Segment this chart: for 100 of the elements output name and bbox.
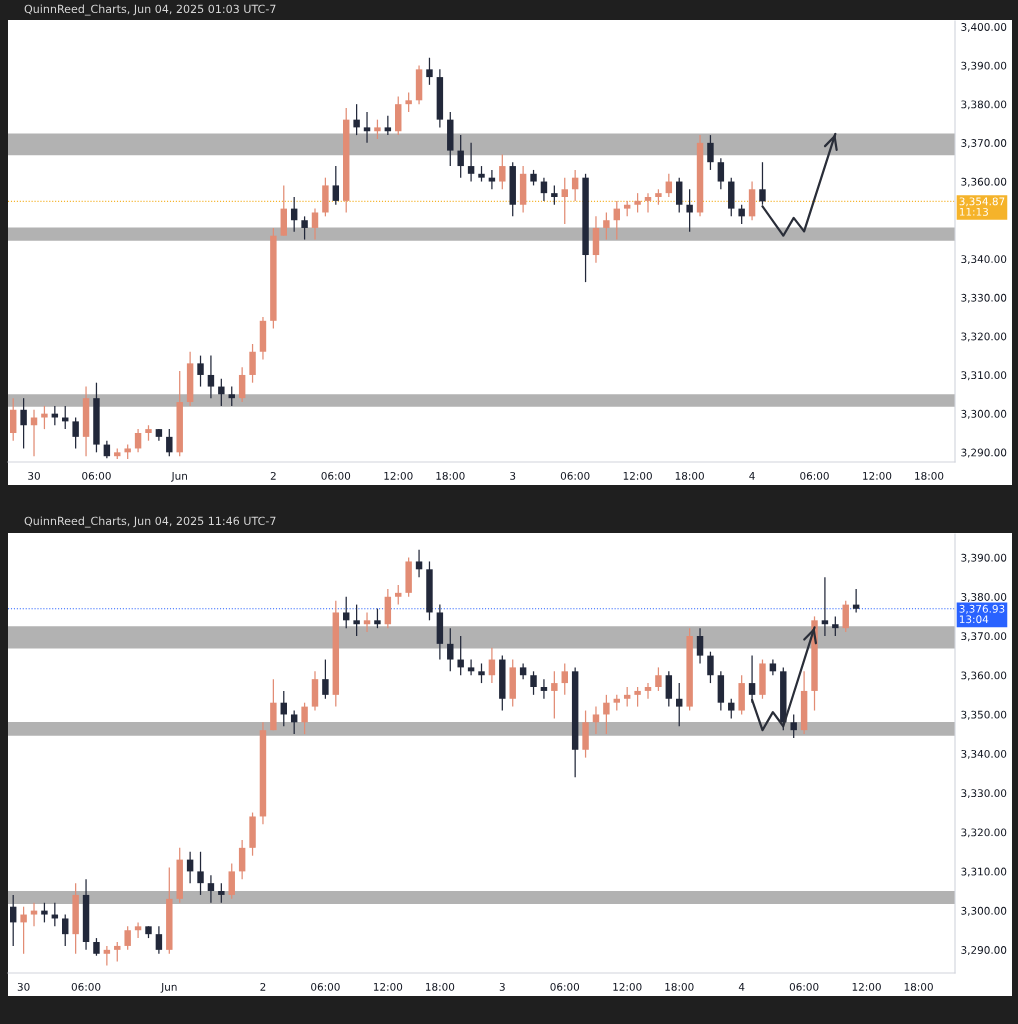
candlestick [41,405,48,430]
candlestick [301,702,308,735]
x-tick-label: Jun [171,472,187,482]
candlestick [374,607,381,629]
candlestick [51,405,59,426]
candlestick [467,658,475,676]
y-tick-label: 3,350.00 [961,710,1007,720]
x-tick-label: 18:00 [915,471,944,480]
line-series [750,626,816,732]
x-tick-label: 4 [749,472,755,480]
y-tick-label: 3,380.00 [961,593,1007,602]
candlestick [166,428,173,457]
candlestick [530,670,537,696]
y-tick-label: 3,320.00 [961,332,1007,342]
x-tick-label: 18:00 [904,982,933,991]
candlestick [644,682,652,700]
candlestick [20,906,27,955]
y-tick-label: 3,290.00 [961,946,1007,956]
x-tick-label: 12:00 [852,982,881,991]
y-tick-label: 3,310.00 [961,371,1007,381]
candlestick [665,670,673,708]
chart-title: QuinnReed_Charts, Jun 04, 2025 11:46 UTC-7 [24,516,276,528]
x-tick-label: 06:00 [560,471,590,480]
candlestick [9,397,17,442]
candlestick [488,169,496,190]
x-tick-label: 06:00 [82,471,111,480]
y-tick-label: 3,340.00 [961,255,1007,265]
candlestick [561,177,568,225]
y-tick-label: 3,390.00 [961,61,1007,71]
x-tick-label: 06:00 [71,982,101,991]
x-tick-label: 12:00 [623,471,652,480]
candlestick [790,713,797,739]
x-tick-label: 06:00 [550,982,580,991]
candlestick [197,354,204,388]
y-tick-label: 3,370.00 [961,632,1007,642]
candlestick [363,111,371,144]
y-tick-label: 3,300.00 [961,906,1007,916]
candlestick [238,839,246,880]
y-tick-label: 3,330.00 [961,293,1007,303]
candlestick [342,596,350,629]
x-tick-label: 2 [260,982,266,991]
candlestick [322,658,329,700]
candlestick [551,670,558,720]
x-tick-label: 06:00 [311,982,340,991]
candlestick [353,103,360,136]
x-tick-label: 2 [270,471,276,480]
candlestick [478,662,485,684]
y-tick-label: 3,340.00 [961,749,1007,759]
y-tick-label: 3,300.00 [961,409,1007,419]
candlestick [634,192,641,214]
y-tick-label: 3,330.00 [961,789,1007,799]
candlestick [301,215,308,241]
candlestick [728,698,735,720]
candlestick [561,662,568,696]
ref-line-label: 3,354.87 11:13 [959,197,1005,216]
candlestick [155,925,163,955]
candlestick [395,584,402,606]
candlestick [384,115,392,136]
candlestick [686,188,693,233]
candlestick [103,945,111,967]
candlestick [353,603,360,637]
candlestick [644,192,652,214]
x-tick-label: 4 [738,983,745,991]
candlestick [197,851,204,896]
candlestick [696,627,704,665]
y-tick-label: 3,360.00 [961,177,1007,187]
candlestick [821,576,829,637]
x-tick-label: 18:00 [426,982,455,991]
candlestick [41,902,48,924]
candlestick [457,134,464,179]
x-tick-label: 12:00 [613,982,642,991]
candlestick [707,651,714,684]
x-tick-label: 12:00 [384,471,413,480]
candlestick [551,184,558,206]
candlestick [467,142,475,183]
candlestick [832,615,839,637]
candlestick [499,153,506,190]
x-tick-label: 18:00 [665,982,694,991]
candlestick [363,611,371,633]
y-tick-label: 3,290.00 [961,448,1007,458]
chart-title: QuinnReed_Charts, Jun 04, 2025 01:03 UTC-7 [24,4,276,16]
candlestick [655,666,662,692]
candlestick [603,694,610,735]
candlestick [134,921,142,939]
x-tick-label: 3 [510,471,516,480]
candlestick [676,177,683,214]
candlestick [30,902,38,927]
x-tick-label: 06:00 [789,982,819,991]
candlestick [238,366,246,403]
y-tick-label: 3,310.00 [961,867,1007,877]
candlestick [738,204,745,225]
y-tick-label: 3,390.00 [961,553,1007,563]
candlestick [426,57,433,86]
candlestick [603,211,610,241]
y-tick-label: 3,400.00 [961,23,1007,32]
candlestick [405,91,412,113]
x-tick-label: 3 [499,982,505,991]
candlestick [634,686,641,708]
y-tick-label: 3,360.00 [961,671,1007,681]
candlestick [415,549,423,578]
